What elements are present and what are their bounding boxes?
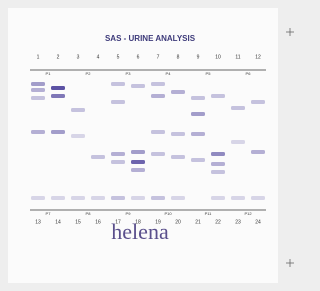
band bbox=[71, 196, 85, 200]
lane-number: 23 bbox=[235, 219, 241, 225]
band bbox=[131, 150, 145, 154]
lane-number: 24 bbox=[255, 219, 261, 225]
band bbox=[251, 196, 265, 200]
band bbox=[51, 94, 65, 98]
band bbox=[211, 196, 225, 200]
band bbox=[191, 158, 205, 162]
lane-number: 10 bbox=[215, 54, 221, 60]
lane-number: 3 bbox=[77, 54, 80, 60]
band bbox=[191, 112, 205, 116]
band bbox=[151, 152, 165, 156]
lane-number: 6 bbox=[137, 54, 140, 60]
band bbox=[131, 84, 145, 88]
lane-number: 8 bbox=[177, 54, 180, 60]
lane-number: 14 bbox=[55, 219, 61, 225]
band bbox=[231, 140, 245, 144]
lane-number: 21 bbox=[195, 219, 201, 225]
band bbox=[91, 155, 105, 159]
band bbox=[211, 152, 225, 156]
band bbox=[171, 132, 185, 136]
group-label: P5 bbox=[206, 71, 212, 76]
group-label: P2 bbox=[86, 71, 92, 76]
lane-number: 4 bbox=[97, 54, 100, 60]
lane-number: 20 bbox=[175, 219, 181, 225]
band bbox=[51, 86, 65, 90]
lane-number: 19 bbox=[155, 219, 161, 225]
lane-number: 11 bbox=[235, 54, 240, 60]
group-label: P4 bbox=[166, 71, 172, 76]
title: SAS - URINE ANALYSIS bbox=[105, 34, 196, 43]
band bbox=[51, 196, 65, 200]
lane-number: 15 bbox=[75, 219, 81, 225]
band bbox=[231, 106, 245, 110]
group-label: P10 bbox=[164, 211, 172, 216]
band bbox=[151, 82, 165, 86]
band bbox=[191, 132, 205, 136]
band bbox=[31, 130, 45, 134]
group-label: P8 bbox=[86, 211, 92, 216]
band bbox=[51, 130, 65, 134]
band bbox=[211, 94, 225, 98]
band bbox=[151, 196, 165, 200]
band bbox=[71, 134, 85, 138]
band bbox=[231, 196, 245, 200]
band bbox=[171, 155, 185, 159]
lane-number: 16 bbox=[95, 219, 101, 225]
band bbox=[151, 130, 165, 134]
band bbox=[31, 82, 45, 86]
band bbox=[151, 94, 165, 98]
band bbox=[191, 96, 205, 100]
band bbox=[171, 196, 185, 200]
group-label: P12 bbox=[244, 211, 252, 216]
band bbox=[131, 168, 145, 172]
group-label: P1 bbox=[46, 71, 52, 76]
lane-number: 7 bbox=[157, 54, 160, 60]
band bbox=[171, 90, 185, 94]
lane-number: 9 bbox=[197, 54, 200, 60]
band bbox=[111, 100, 125, 104]
band bbox=[131, 160, 145, 164]
group-label: P6 bbox=[246, 71, 252, 76]
band bbox=[131, 196, 145, 200]
band bbox=[111, 152, 125, 156]
band bbox=[211, 170, 225, 174]
lane-number: 1 bbox=[37, 54, 40, 60]
group-label: P7 bbox=[46, 211, 52, 216]
group-label: P3 bbox=[126, 71, 132, 76]
lane-number: 17 bbox=[115, 219, 121, 225]
group-label: P11 bbox=[205, 211, 213, 216]
lane-number: 12 bbox=[255, 54, 261, 60]
band bbox=[111, 160, 125, 164]
lane-number: 13 bbox=[35, 219, 41, 225]
band bbox=[211, 162, 225, 166]
band bbox=[111, 196, 125, 200]
page: {"title": "SAS - URINE ANALYSIS", "top_l… bbox=[0, 0, 320, 291]
lane-number: 22 bbox=[215, 219, 221, 225]
group-label: P9 bbox=[126, 211, 132, 216]
band bbox=[91, 196, 105, 200]
band bbox=[31, 96, 45, 100]
lane-number: 18 bbox=[135, 219, 141, 225]
band bbox=[31, 196, 45, 200]
band bbox=[251, 100, 265, 104]
band bbox=[111, 82, 125, 86]
band bbox=[71, 108, 85, 112]
band bbox=[31, 88, 45, 92]
lane-number: 5 bbox=[117, 54, 120, 60]
band bbox=[251, 150, 265, 154]
lane-number: 2 bbox=[57, 54, 60, 60]
